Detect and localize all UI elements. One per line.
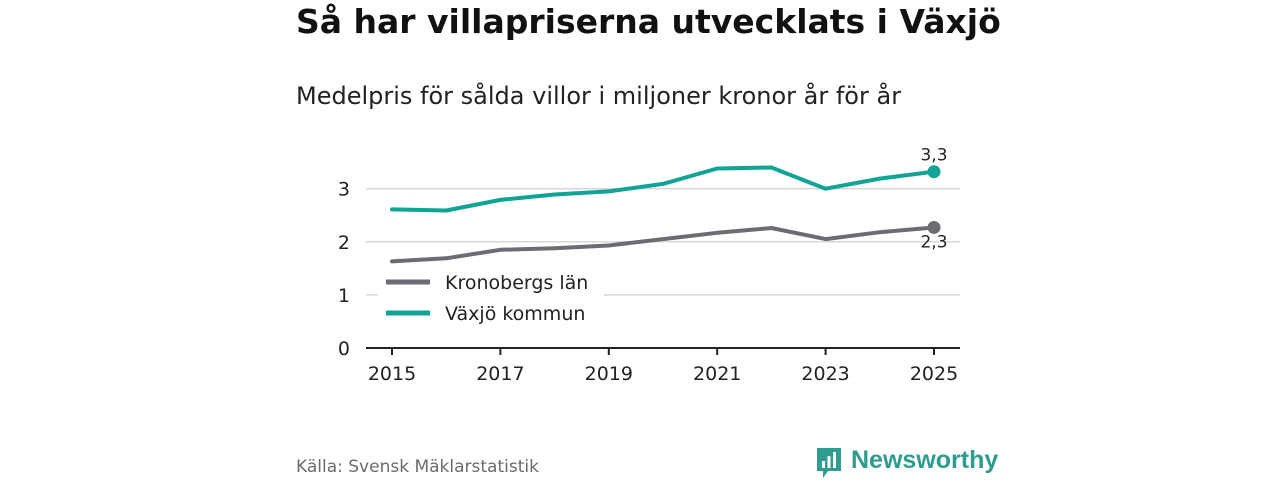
- brand-logo[interactable]: Newsworthy: [815, 446, 998, 480]
- legend-label: Växjö kommun: [445, 303, 585, 325]
- y-tick-label: 2: [338, 232, 350, 254]
- y-tick-label: 0: [338, 338, 350, 360]
- legend-label: Kronobergs län: [445, 272, 588, 294]
- x-tick-label: 2019: [585, 363, 633, 385]
- x-tick-label: 2021: [693, 363, 741, 385]
- x-tick-label: 2017: [476, 363, 524, 385]
- x-tick-label: 2025: [910, 363, 958, 385]
- end-marker: [927, 220, 941, 234]
- brand-name: Newsworthy: [851, 446, 999, 474]
- chart-subtitle: Medelpris för sålda villor i miljoner kr…: [296, 82, 902, 110]
- legend: Kronobergs län Växjö kommun: [378, 266, 604, 330]
- x-tick-label: 2023: [801, 363, 849, 385]
- source-note: Källa: Svensk Mäklarstatistik: [296, 457, 539, 477]
- axes: 0 1 2 3 2015 2017 2019 2021 2023 2025: [338, 179, 960, 385]
- x-tick-label: 2015: [368, 363, 416, 385]
- y-tick-label: 3: [338, 179, 350, 201]
- line-chart: 0 1 2 3 2015 2017 2019 2021 2023 2025 Kronobergs …: [338, 146, 960, 385]
- legend-background: [378, 266, 604, 330]
- series-lines: [390, 165, 941, 264]
- y-tick-label: 1: [338, 285, 350, 307]
- end-marker: [927, 165, 941, 179]
- series-line-kronobergs-lan: [390, 225, 936, 264]
- newsworthy-logo-icon: [817, 448, 841, 478]
- chart-title: Så har villapriserna utvecklats i Växjö: [296, 2, 1001, 41]
- series-line-vaxjo-kommun: [390, 165, 936, 213]
- end-labels: 2,3 3,3: [920, 146, 947, 253]
- end-value-label: 2,3: [920, 232, 947, 252]
- end-value-label: 3,3: [920, 146, 947, 166]
